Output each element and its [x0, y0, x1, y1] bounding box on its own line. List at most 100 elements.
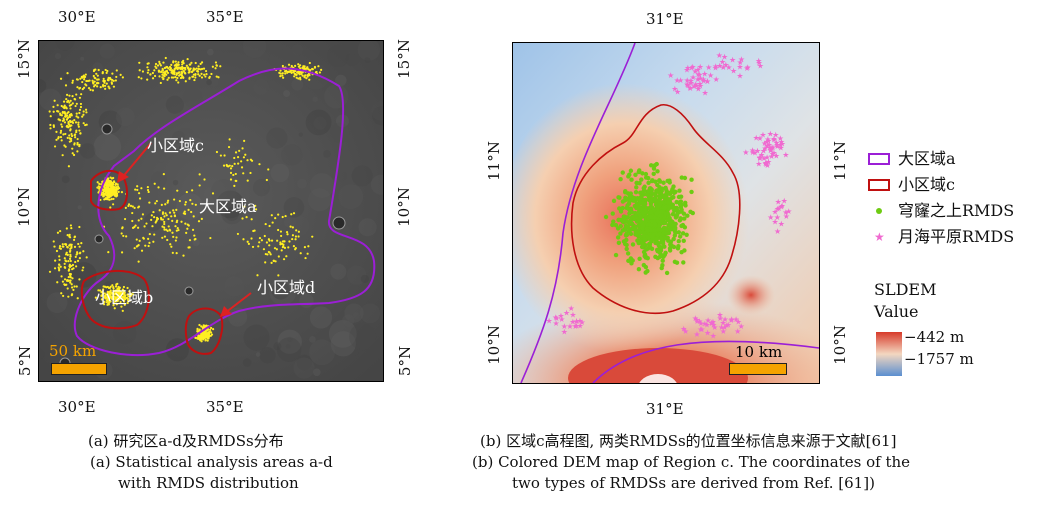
- b-right-tick-11n: 11°N: [830, 141, 849, 181]
- colorbar-title-2: Value: [874, 302, 919, 321]
- svg-text:★: ★: [773, 151, 780, 160]
- label-region-b: 小区域b: [95, 288, 154, 307]
- svg-text:★: ★: [720, 327, 727, 336]
- svg-text:★: ★: [774, 213, 781, 222]
- svg-text:★: ★: [777, 141, 784, 150]
- svg-text:★: ★: [778, 202, 785, 211]
- svg-text:★: ★: [694, 317, 701, 326]
- svg-text:★: ★: [698, 325, 705, 334]
- svg-text:★: ★: [756, 154, 763, 163]
- caption-b-en-2: two types of RMDSs are derived from Ref.…: [512, 474, 875, 492]
- dome-rmds-dots: [603, 161, 695, 276]
- svg-text:★: ★: [692, 67, 699, 76]
- legend-label: 大区域a: [898, 149, 956, 168]
- svg-text:★: ★: [725, 63, 732, 72]
- svg-text:★: ★: [730, 66, 737, 75]
- svg-text:★: ★: [719, 58, 726, 67]
- svg-text:★: ★: [757, 61, 764, 70]
- svg-text:★: ★: [738, 322, 745, 331]
- svg-text:★: ★: [545, 317, 552, 326]
- svg-text:★: ★: [751, 148, 758, 157]
- svg-text:★: ★: [696, 71, 703, 80]
- svg-text:★: ★: [737, 58, 744, 67]
- svg-text:★: ★: [576, 322, 583, 331]
- svg-text:★: ★: [766, 143, 773, 152]
- svg-text:★: ★: [754, 147, 761, 156]
- svg-text:★: ★: [770, 134, 777, 143]
- svg-text:★: ★: [764, 161, 771, 170]
- svg-text:★: ★: [756, 153, 763, 162]
- svg-text:★: ★: [723, 321, 730, 330]
- svg-text:★: ★: [566, 322, 573, 331]
- svg-text:★: ★: [695, 70, 702, 79]
- bottom-tick-35e: 35°E: [206, 398, 244, 416]
- svg-text:★: ★: [771, 207, 778, 216]
- caption-a-en-1: (a) Statistical analysis areas a-d: [90, 453, 333, 471]
- svg-text:★: ★: [705, 63, 712, 72]
- svg-text:★: ★: [573, 317, 580, 326]
- svg-text:★: ★: [782, 150, 789, 159]
- svg-text:★: ★: [682, 327, 689, 336]
- svg-text:★: ★: [687, 76, 694, 85]
- svg-text:★: ★: [775, 204, 782, 213]
- colorbar: [876, 332, 902, 376]
- svg-text:★: ★: [718, 323, 725, 332]
- svg-text:★: ★: [725, 321, 732, 330]
- svg-text:★: ★: [700, 76, 707, 85]
- svg-text:★: ★: [671, 84, 678, 93]
- svg-text:★: ★: [756, 154, 763, 163]
- legend-dot-green: [876, 208, 882, 214]
- svg-text:★: ★: [756, 134, 763, 143]
- caption-a-en-2: with RMDS distribution: [118, 474, 299, 492]
- svg-text:★: ★: [693, 330, 700, 339]
- legend-swatch-purple: [868, 153, 890, 165]
- svg-text:★: ★: [684, 81, 691, 90]
- caption-b-cn: (b) 区域c高程图, 两类RMDSs的位置坐标信息来源于文献[61]: [480, 432, 897, 450]
- svg-text:★: ★: [696, 317, 703, 326]
- svg-text:★: ★: [774, 227, 781, 236]
- arrow-d-head: [220, 306, 232, 317]
- svg-text:★: ★: [760, 146, 767, 155]
- region-c-outline: [90, 169, 128, 211]
- svg-text:★: ★: [707, 71, 714, 80]
- svg-text:★: ★: [783, 212, 790, 221]
- svg-text:★: ★: [763, 153, 770, 162]
- svg-text:★: ★: [764, 142, 771, 151]
- svg-text:★: ★: [735, 318, 742, 327]
- svg-text:★: ★: [767, 146, 774, 155]
- svg-text:★: ★: [680, 324, 687, 333]
- left-tick-10n: 10°N: [14, 187, 33, 227]
- svg-text:★: ★: [774, 205, 781, 214]
- svg-text:★: ★: [743, 64, 750, 73]
- svg-text:★: ★: [694, 65, 701, 74]
- legend-label: 月海平原RMDS: [898, 227, 1015, 246]
- svg-text:★: ★: [697, 325, 704, 334]
- svg-text:★: ★: [713, 75, 720, 84]
- svg-text:★: ★: [700, 75, 707, 84]
- colorbar-title-1: SLDEM: [874, 280, 937, 299]
- svg-text:★: ★: [764, 135, 771, 144]
- svg-text:★: ★: [717, 314, 724, 323]
- scale-bar-a: [51, 363, 107, 375]
- svg-text:★: ★: [721, 323, 728, 332]
- svg-text:★: ★: [762, 160, 769, 169]
- svg-text:★: ★: [697, 62, 704, 71]
- svg-text:★: ★: [704, 77, 711, 86]
- arrow-d: [224, 292, 252, 314]
- svg-text:★: ★: [772, 130, 779, 139]
- arrow-c-head: [117, 171, 129, 183]
- svg-text:★: ★: [785, 207, 792, 216]
- svg-text:★: ★: [683, 65, 690, 74]
- svg-text:★: ★: [689, 63, 696, 72]
- svg-text:★: ★: [782, 208, 789, 217]
- lunar-image-panel-a: 小区域c 大区域a 小区域d 小区域b 50 km: [38, 40, 384, 382]
- svg-text:★: ★: [775, 197, 782, 206]
- svg-text:★: ★: [684, 80, 691, 89]
- svg-text:★: ★: [768, 152, 775, 161]
- left-tick-5n: 5°N: [16, 345, 35, 377]
- svg-text:★: ★: [697, 319, 704, 328]
- svg-text:★: ★: [765, 157, 772, 166]
- svg-text:★: ★: [708, 319, 715, 328]
- svg-text:★: ★: [711, 323, 718, 332]
- svg-text:★: ★: [569, 311, 576, 320]
